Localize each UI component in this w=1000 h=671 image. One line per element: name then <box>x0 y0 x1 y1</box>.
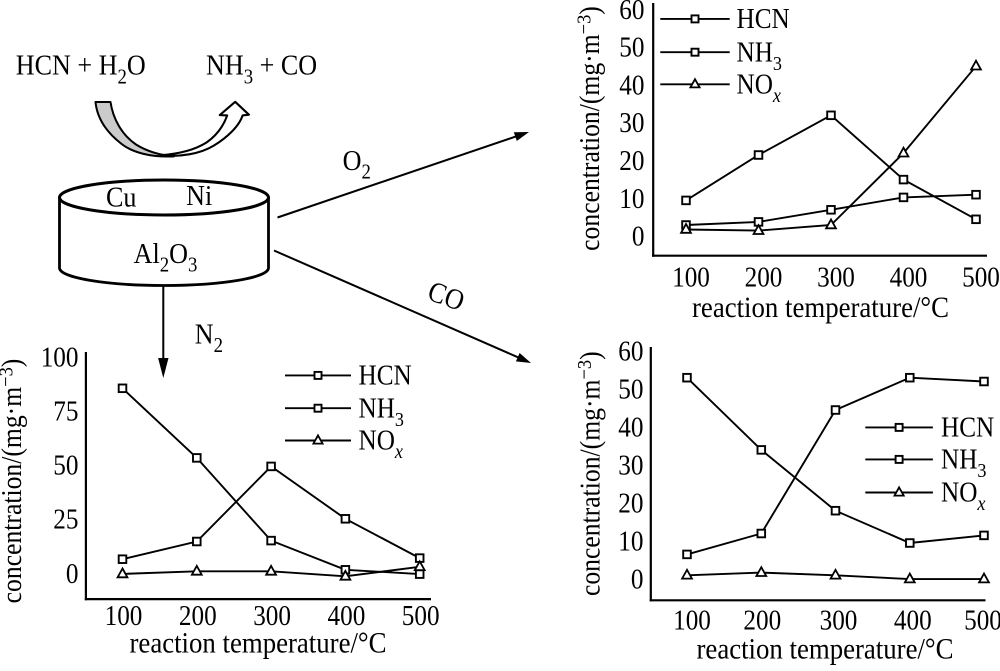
svg-text:40: 40 <box>618 411 643 443</box>
svg-text:500: 500 <box>962 261 1000 293</box>
svg-text:500: 500 <box>964 604 1000 636</box>
svg-text:300: 300 <box>253 600 291 632</box>
svg-text:concentration/(mg·m−3): concentration/(mg·m−3) <box>0 359 27 604</box>
svg-text:400: 400 <box>328 600 366 632</box>
svg-text:200: 200 <box>743 604 781 636</box>
svg-text:500: 500 <box>402 600 440 632</box>
svg-text:HCN: HCN <box>359 359 412 391</box>
svg-text:50: 50 <box>53 449 78 481</box>
svg-text:HCN: HCN <box>737 3 790 35</box>
svg-text:400: 400 <box>894 604 932 636</box>
svg-text:60: 60 <box>619 0 644 25</box>
svg-text:20: 20 <box>618 487 643 519</box>
svg-text:300: 300 <box>817 261 855 293</box>
svg-text:100: 100 <box>41 341 79 373</box>
svg-text:40: 40 <box>619 69 644 101</box>
svg-text:200: 200 <box>179 600 217 632</box>
svg-text:0: 0 <box>631 563 644 595</box>
svg-text:Ni: Ni <box>186 179 212 212</box>
svg-text:20: 20 <box>619 145 644 177</box>
svg-text:30: 30 <box>618 449 643 481</box>
svg-text:300: 300 <box>820 604 858 636</box>
svg-text:60: 60 <box>618 335 643 367</box>
svg-text:30: 30 <box>619 107 644 139</box>
svg-text:reaction temperature/°C: reaction temperature/°C <box>696 633 953 666</box>
svg-text:400: 400 <box>890 261 928 293</box>
svg-text:Cu: Cu <box>106 180 137 213</box>
svg-text:25: 25 <box>53 503 78 535</box>
svg-text:200: 200 <box>745 261 783 293</box>
svg-text:reaction temperature/°C: reaction temperature/°C <box>129 627 386 660</box>
svg-text:50: 50 <box>618 373 643 405</box>
svg-text:HCN: HCN <box>941 411 994 443</box>
svg-text:75: 75 <box>53 395 78 427</box>
svg-text:0: 0 <box>632 220 645 252</box>
svg-text:50: 50 <box>619 31 644 63</box>
svg-text:reaction temperature/°C: reaction temperature/°C <box>692 292 949 325</box>
svg-text:10: 10 <box>618 525 643 557</box>
svg-text:100: 100 <box>105 600 143 632</box>
svg-text:10: 10 <box>619 183 644 215</box>
svg-text:100: 100 <box>673 604 711 636</box>
svg-text:100: 100 <box>672 261 710 293</box>
svg-text:0: 0 <box>66 558 79 590</box>
svg-text:concentration/(mg·m−3): concentration/(mg·m−3) <box>574 351 606 596</box>
svg-text:concentration/(mg·m−3): concentration/(mg·m−3) <box>574 6 606 251</box>
